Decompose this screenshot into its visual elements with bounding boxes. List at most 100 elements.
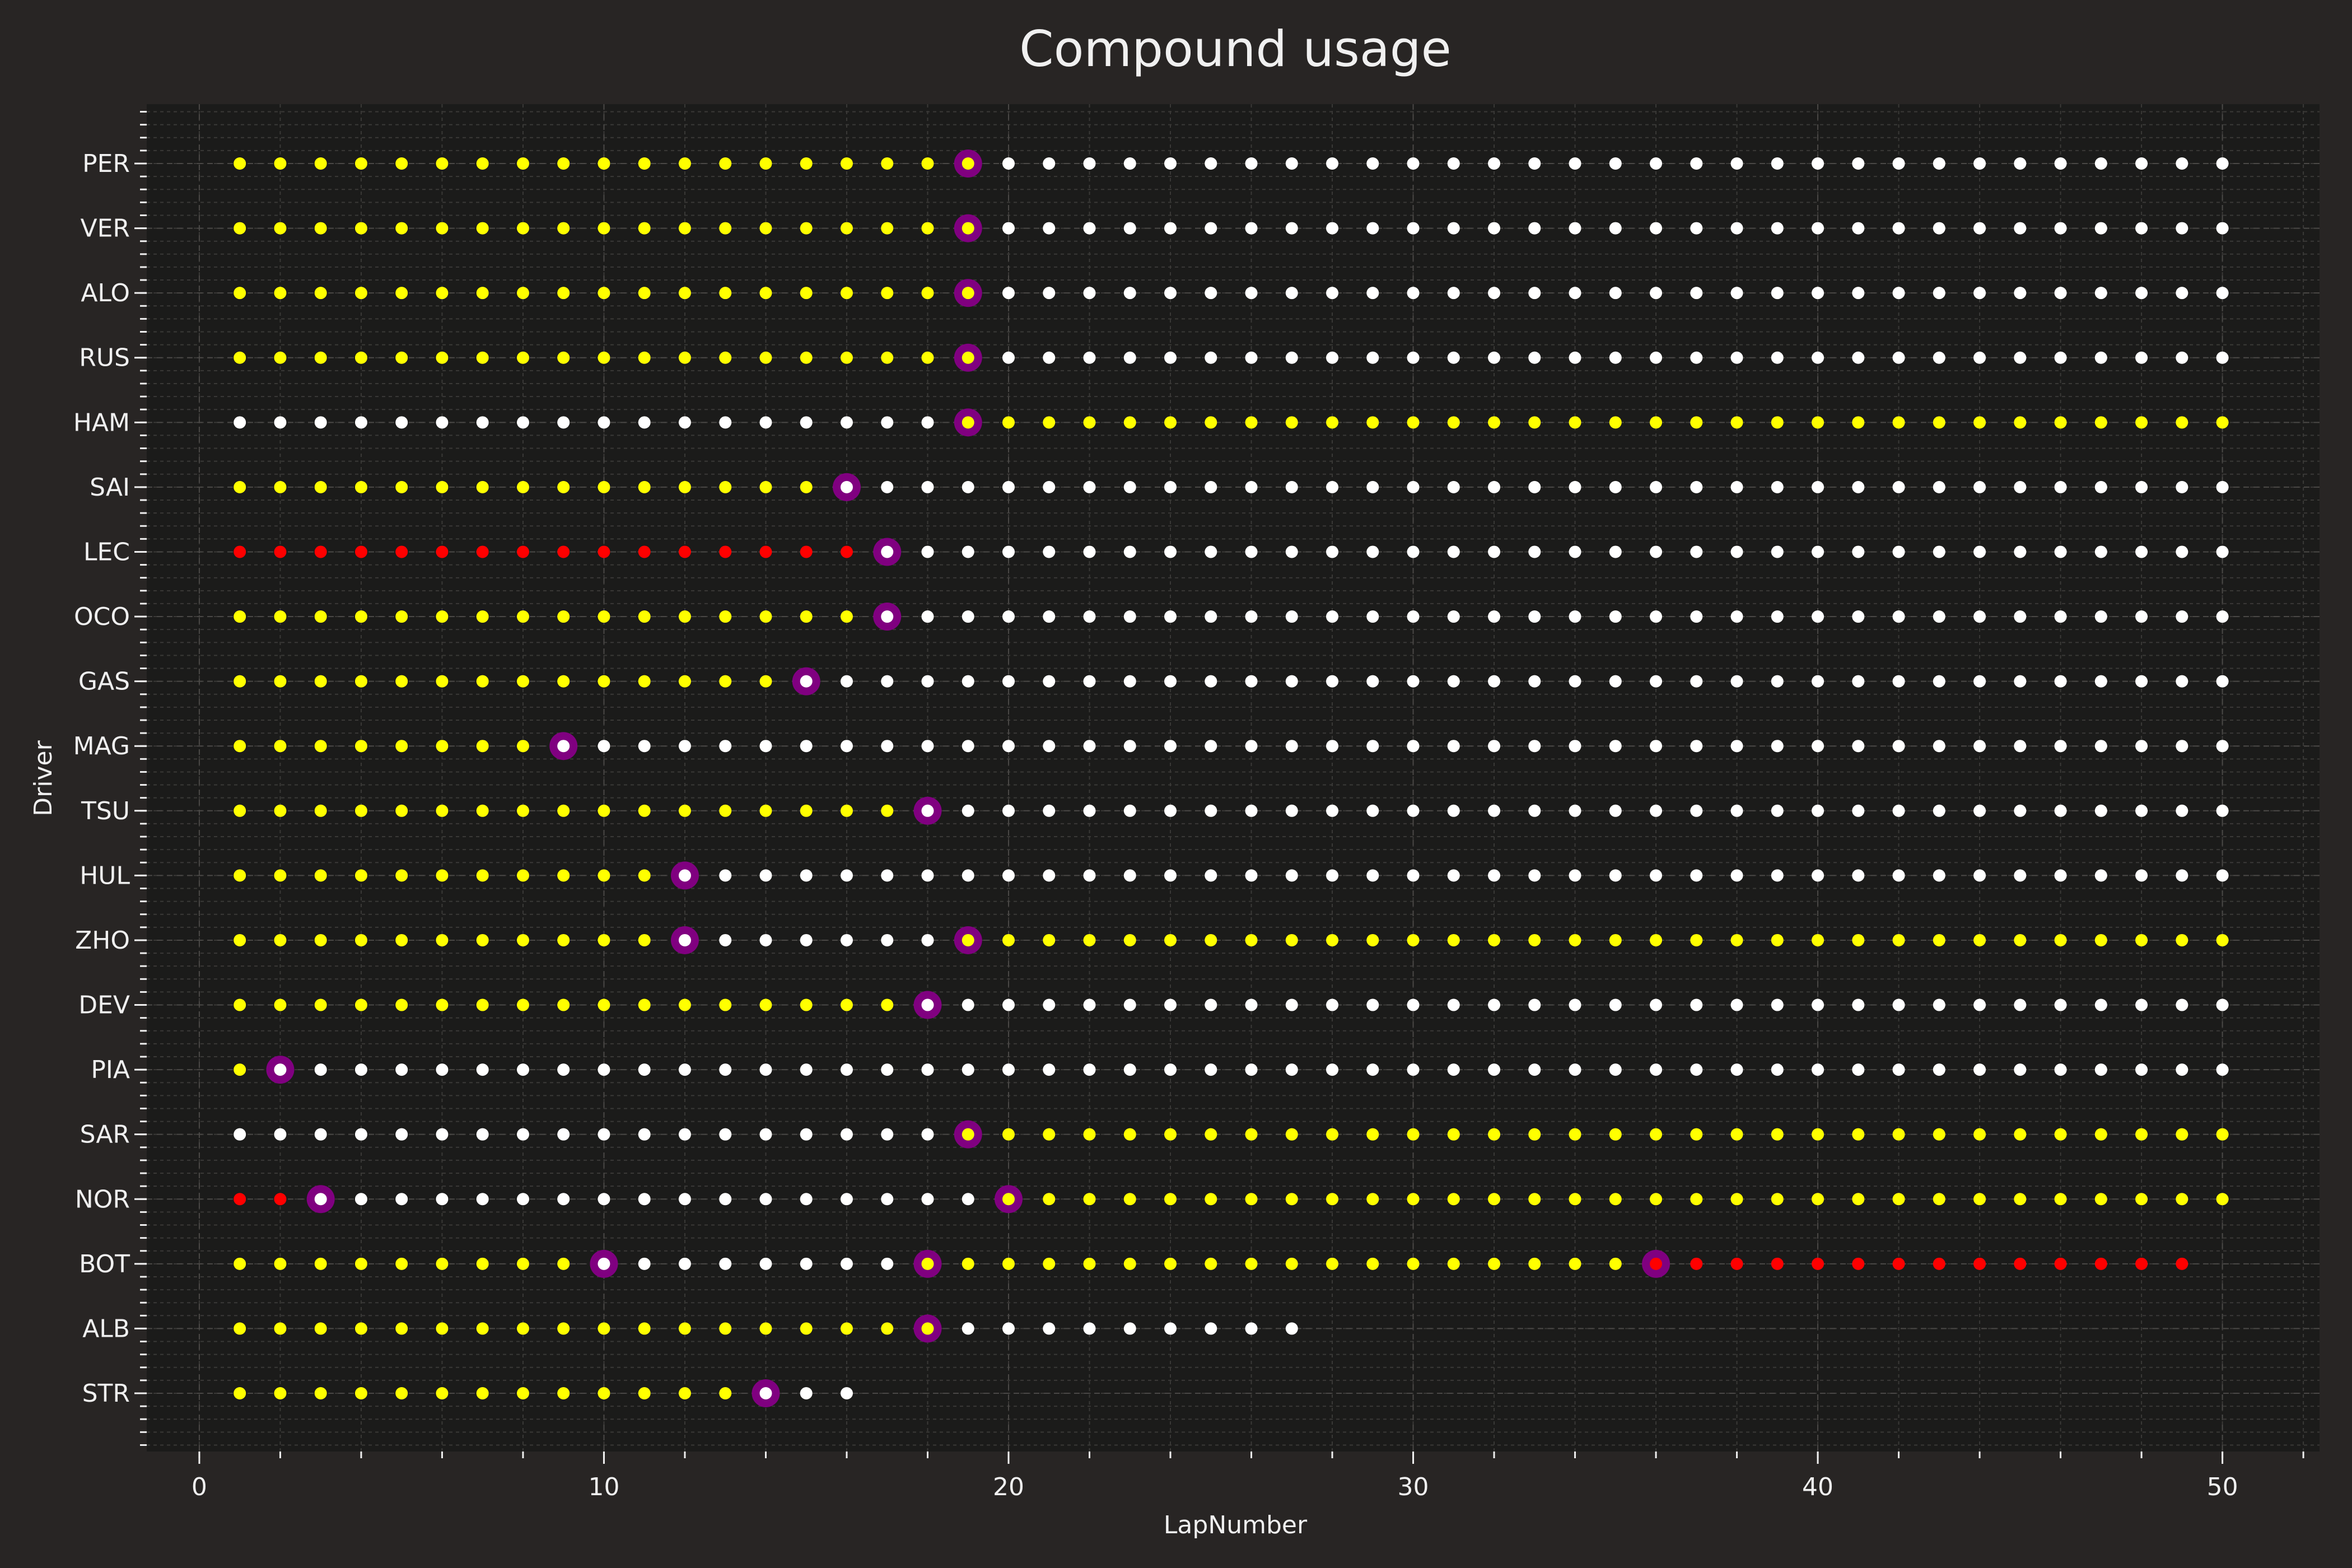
lap-point-hard: [1730, 804, 1743, 817]
lap-point-hard: [1123, 675, 1136, 688]
lap-point-medium: [274, 1257, 287, 1270]
lap-point-hard: [1447, 480, 1460, 493]
lap-point-hard: [1771, 545, 1784, 558]
lap-point-soft: [1771, 1257, 1784, 1270]
lap-point-hard: [2216, 545, 2229, 558]
lap-point-hard: [1043, 351, 1056, 364]
lap-point-hard: [1002, 869, 1015, 882]
lap-point-medium: [1609, 416, 1622, 429]
lap-point-medium: [1447, 416, 1460, 429]
series-pia: [234, 1056, 2229, 1084]
lap-point-medium: [1650, 934, 1663, 946]
lap-point-medium: [234, 287, 246, 300]
lap-point-medium: [354, 934, 367, 946]
lap-point-hard: [1771, 740, 1784, 753]
lap-point-hard: [1164, 675, 1177, 688]
lap-point-hard: [2176, 287, 2188, 300]
lap-point-hard: [1285, 804, 1298, 817]
lap-point-medium: [274, 480, 287, 493]
lap-point-hard: [1650, 287, 1663, 300]
lap-point-hard: [1326, 804, 1339, 817]
lap-point-medium: [2054, 1193, 2067, 1206]
lap-point-medium: [1973, 1128, 1986, 1141]
lap-point-hard: [759, 934, 772, 946]
lap-point-hard: [1528, 157, 1541, 170]
lap-point-medium: [1043, 416, 1056, 429]
lap-point-hard: [2014, 287, 2027, 300]
lap-point-medium: [234, 1322, 246, 1335]
lap-point-medium: [354, 351, 367, 364]
lap-point-hard: [759, 1257, 772, 1270]
lap-point-hard: [1366, 740, 1379, 753]
lap-point-hard: [1812, 351, 1824, 364]
lap-point-hard: [2135, 287, 2148, 300]
lap-point-hard: [1892, 675, 1905, 688]
lap-point-hard: [962, 610, 974, 623]
lap-point-hard: [1933, 998, 1945, 1011]
lap-point-hard: [1609, 545, 1622, 558]
lap-point-hard: [1407, 610, 1420, 623]
lap-point-medium: [1812, 416, 1824, 429]
lap-point-hard: [638, 740, 651, 753]
lap-point-medium: [1730, 416, 1743, 429]
lap-point-hard: [1690, 869, 1703, 882]
lap-point-hard: [2135, 610, 2148, 623]
lap-point-hard: [395, 1128, 408, 1141]
lap-point-hard: [840, 1387, 853, 1399]
lap-point-medium: [1771, 1128, 1784, 1141]
lap-point-medium: [1933, 1193, 1945, 1206]
lap-point-hard: [1123, 351, 1136, 364]
lap-point-hard: [2094, 740, 2107, 753]
lap-point-medium: [962, 351, 974, 364]
lap-point-hard: [1002, 545, 1015, 558]
lap-point-medium: [314, 1387, 327, 1399]
lap-point-hard: [1609, 869, 1622, 882]
lap-point-medium: [516, 222, 529, 235]
y-tick-label-ham: HAM: [73, 408, 130, 437]
lap-point-medium: [395, 610, 408, 623]
lap-point-hard: [516, 1063, 529, 1076]
lap-point-hard: [1123, 610, 1136, 623]
lap-point-hard: [2216, 222, 2229, 235]
lap-point-hard: [1447, 351, 1460, 364]
lap-point-hard: [274, 416, 287, 429]
series-dev: [234, 991, 2229, 1019]
lap-point-hard: [962, 998, 974, 1011]
lap-point-medium: [1123, 1193, 1136, 1206]
lap-point-medium: [476, 740, 489, 753]
lap-point-hard: [921, 934, 934, 946]
lap-point-hard: [1245, 1063, 1258, 1076]
lap-point-hard: [881, 1193, 894, 1206]
lap-point-medium: [638, 157, 651, 170]
lap-point-medium: [274, 998, 287, 1011]
lap-point-hard: [2135, 222, 2148, 235]
lap-point-hard: [921, 610, 934, 623]
lap-point-medium: [436, 157, 449, 170]
lap-point-hard: [1447, 222, 1460, 235]
lap-point-hard: [759, 1128, 772, 1141]
lap-point-hard: [1326, 222, 1339, 235]
lap-point-medium: [1205, 1128, 1217, 1141]
lap-point-hard: [1650, 157, 1663, 170]
lap-point-medium: [2014, 416, 2027, 429]
lap-point-soft: [759, 545, 772, 558]
lap-point-medium: [436, 1322, 449, 1335]
lap-point-medium: [598, 610, 610, 623]
lap-point-medium: [1447, 1128, 1460, 1141]
lap-point-hard: [2216, 480, 2229, 493]
lap-point-hard: [1852, 869, 1865, 882]
lap-point-medium: [354, 287, 367, 300]
lap-point-medium: [638, 480, 651, 493]
lap-point-hard: [2094, 545, 2107, 558]
lap-point-hard: [2176, 675, 2188, 688]
lap-point-medium: [274, 675, 287, 688]
lap-point-medium: [234, 804, 246, 817]
lap-point-hard: [1690, 610, 1703, 623]
lap-point-medium: [1771, 1193, 1784, 1206]
lap-point-hard: [2014, 545, 2027, 558]
lap-point-hard: [1852, 1063, 1865, 1076]
lap-point-medium: [234, 1063, 246, 1076]
lap-point-hard: [1771, 287, 1784, 300]
lap-point-medium: [557, 222, 570, 235]
lap-point-hard: [1407, 998, 1420, 1011]
